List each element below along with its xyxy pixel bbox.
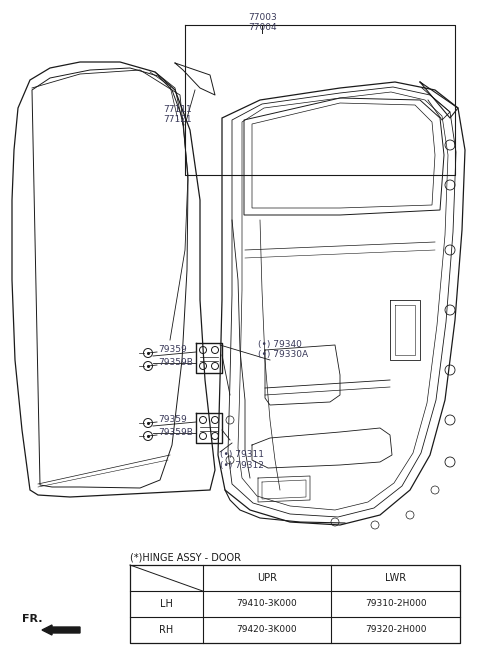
Text: (*)HINGE ASSY - DOOR: (*)HINGE ASSY - DOOR (130, 553, 241, 563)
Text: LH: LH (160, 599, 173, 609)
Text: 79310-2H000: 79310-2H000 (365, 600, 426, 608)
Text: 77111: 77111 (163, 105, 192, 114)
Text: 77003: 77003 (248, 13, 277, 22)
FancyArrow shape (42, 625, 80, 635)
Text: 79359B: 79359B (158, 358, 193, 367)
Text: 77121: 77121 (163, 115, 192, 124)
Text: 79359: 79359 (158, 345, 187, 354)
Text: LWR: LWR (385, 573, 406, 583)
Text: (•) 79312: (•) 79312 (220, 461, 264, 470)
Text: RH: RH (159, 625, 173, 635)
Text: FR.: FR. (22, 614, 43, 624)
Text: 77004: 77004 (248, 23, 276, 32)
Text: 79359B: 79359B (158, 428, 193, 437)
Text: 79359: 79359 (158, 415, 187, 424)
Text: 79420-3K000: 79420-3K000 (237, 625, 297, 635)
Text: (•) 79330A: (•) 79330A (258, 350, 308, 359)
Text: (•) 79340: (•) 79340 (258, 340, 302, 349)
Text: (•) 79311: (•) 79311 (220, 450, 264, 459)
Text: UPR: UPR (257, 573, 277, 583)
Text: 79410-3K000: 79410-3K000 (237, 600, 297, 608)
Text: 79320-2H000: 79320-2H000 (365, 625, 426, 635)
